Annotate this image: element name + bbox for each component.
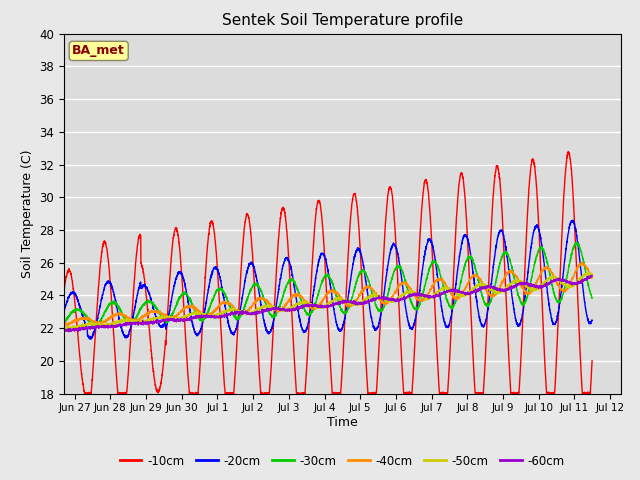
-60cm [588,273,596,279]
Title: Sentek Soil Temperature profile: Sentek Soil Temperature profile [222,13,463,28]
-30cm [35,310,43,316]
-30cm [348,294,356,300]
-30cm [573,240,581,245]
-20cm [584,316,591,322]
-20cm [35,288,43,294]
-10cm [287,285,294,290]
-50cm [584,271,591,276]
-10cm [588,358,596,364]
-10cm [35,293,43,299]
Line: -40cm: -40cm [39,263,592,326]
X-axis label: Time: Time [327,416,358,429]
-20cm [275,289,282,295]
-50cm [302,300,310,305]
-40cm [35,320,43,326]
Line: -30cm: -30cm [39,242,592,329]
-30cm [287,278,294,284]
-20cm [588,317,596,323]
-10cm [275,240,282,246]
-60cm [348,300,356,306]
-10cm [584,389,591,395]
-40cm [275,309,282,314]
-20cm [569,217,577,223]
-30cm [275,307,282,313]
-10cm [564,149,572,155]
-60cm [35,331,43,336]
-10cm [348,200,356,206]
-50cm [37,328,45,334]
-50cm [472,283,479,289]
-60cm [287,308,294,313]
-60cm [472,289,479,295]
-50cm [588,271,596,277]
-60cm [275,305,282,311]
Line: -60cm: -60cm [39,276,592,335]
Y-axis label: Soil Temperature (C): Soil Temperature (C) [20,149,34,278]
-30cm [584,279,591,285]
-50cm [585,270,593,276]
-30cm [55,326,63,332]
-40cm [302,299,310,304]
-20cm [51,337,59,343]
-20cm [287,263,294,268]
Legend: -10cm, -20cm, -30cm, -40cm, -50cm, -60cm: -10cm, -20cm, -30cm, -40cm, -50cm, -60cm [115,450,570,472]
Line: -10cm: -10cm [39,152,592,396]
-30cm [588,296,596,301]
-40cm [588,275,596,281]
-10cm [472,391,479,397]
-40cm [287,295,294,301]
-40cm [348,302,356,308]
-50cm [287,305,294,311]
-40cm [578,260,586,265]
-60cm [302,303,310,309]
-50cm [35,326,43,332]
-40cm [584,266,591,272]
Text: BA_met: BA_met [72,44,125,58]
-50cm [348,303,356,309]
Line: -50cm: -50cm [39,273,592,331]
Line: -20cm: -20cm [39,220,592,340]
-20cm [302,328,310,334]
-40cm [58,324,66,329]
-30cm [472,266,479,272]
-20cm [472,290,479,296]
-30cm [302,309,310,314]
-60cm [584,274,591,280]
-40cm [472,273,479,278]
-60cm [38,332,45,337]
-10cm [301,383,309,389]
-60cm [587,273,595,278]
-10cm [369,393,376,398]
-20cm [348,266,356,272]
-50cm [275,306,282,312]
